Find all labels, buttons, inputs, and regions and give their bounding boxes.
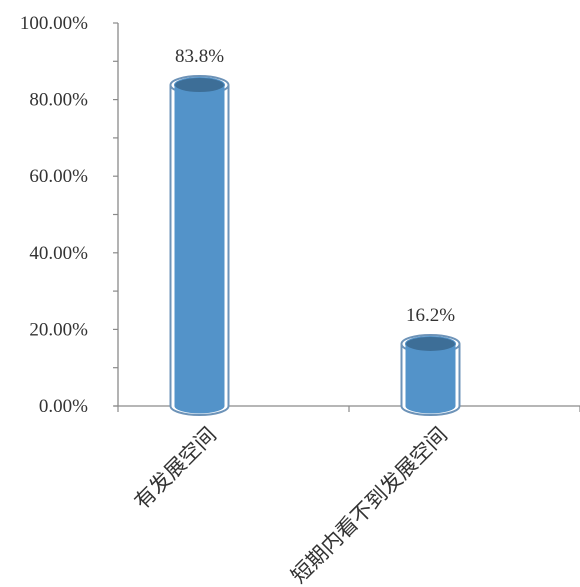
bar-series [169,75,461,416]
bar-body [405,343,456,414]
bar-top [405,335,456,352]
category-labels: 有发展空间 短期内看不到发展空间 [130,423,452,587]
data-label: 16.2% [406,305,455,326]
category-label: 有发展空间 [130,423,221,514]
data-labels: 83.8% 16.2% [175,46,455,326]
y-axis-ticks: 0.00% 20.00% 40.00% 60.00% 80.00% 100.00% [20,13,118,417]
bar-top [174,77,225,94]
y-tick-label: 100.00% [20,13,88,34]
category-label: 短期内看不到发展空间 [287,423,452,587]
y-tick-label: 40.00% [29,243,88,264]
bar-body [174,85,225,414]
y-tick-label: 60.00% [29,166,88,187]
y-tick-label: 80.00% [29,90,88,111]
data-label: 83.8% [175,46,224,67]
y-tick-label: 20.00% [29,319,88,340]
bar [169,75,230,416]
bar [400,333,461,416]
y-tick-label: 0.00% [39,396,88,417]
